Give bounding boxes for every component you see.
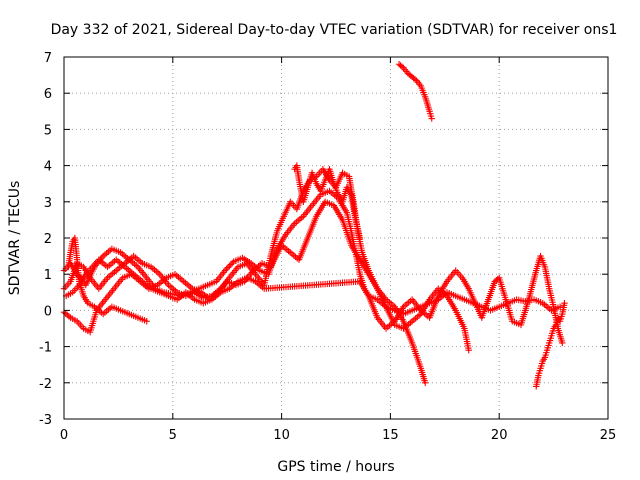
data-point [411, 76, 419, 83]
series-track-e [65, 234, 150, 325]
series-track-g [532, 299, 568, 390]
data-point [221, 267, 229, 274]
data-point [223, 265, 230, 273]
y-tick-label: -1 [39, 341, 52, 356]
y-tick-label: 0 [44, 304, 52, 319]
data-point [226, 262, 233, 270]
y-tick-label: -2 [39, 377, 52, 392]
data-point [356, 234, 364, 242]
y-tick-label: -3 [39, 413, 52, 428]
data-point [224, 264, 232, 271]
x-tick-label: 20 [491, 428, 508, 443]
y-axis-label: SDTVAR / TECUs [7, 181, 23, 296]
data-point [428, 115, 435, 122]
y-tick-label: 6 [44, 87, 52, 102]
x-tick-label: 15 [382, 428, 399, 443]
y-tick-label: 5 [44, 123, 52, 138]
x-tick-label: 10 [273, 428, 290, 443]
axis-ticks [63, 56, 609, 420]
x-tick-label: 25 [600, 428, 617, 443]
x-tick-labels: 0 5 10 15 20 25 [60, 428, 616, 443]
data-point [398, 63, 406, 70]
data-point [465, 347, 472, 354]
data-point [556, 303, 564, 310]
series-track-h [395, 61, 435, 122]
x-axis-label: GPS time / hours [277, 459, 394, 475]
chart-title: Day 332 of 2021, Sidereal Day-to-day VTE… [51, 22, 618, 38]
data-point [422, 379, 429, 386]
series-track-f [291, 162, 364, 242]
y-tick-label: 2 [44, 232, 52, 247]
x-tick-label: 5 [169, 428, 177, 443]
series-track-d [62, 252, 566, 347]
data-point [559, 339, 566, 347]
y-tick-label: 4 [44, 160, 52, 175]
y-tick-labels: -3 -2 -1 0 1 2 3 4 5 6 7 [39, 51, 52, 428]
y-tick-label: 1 [44, 268, 52, 283]
data-point [229, 259, 236, 267]
data-point [143, 318, 150, 325]
y-tick-label: 3 [44, 196, 52, 211]
data-point [227, 261, 235, 268]
data-points [60, 61, 568, 390]
grid-lines [64, 57, 608, 419]
data-point [561, 299, 568, 307]
y-tick-label: 7 [44, 51, 52, 66]
x-tick-label: 0 [60, 428, 68, 443]
